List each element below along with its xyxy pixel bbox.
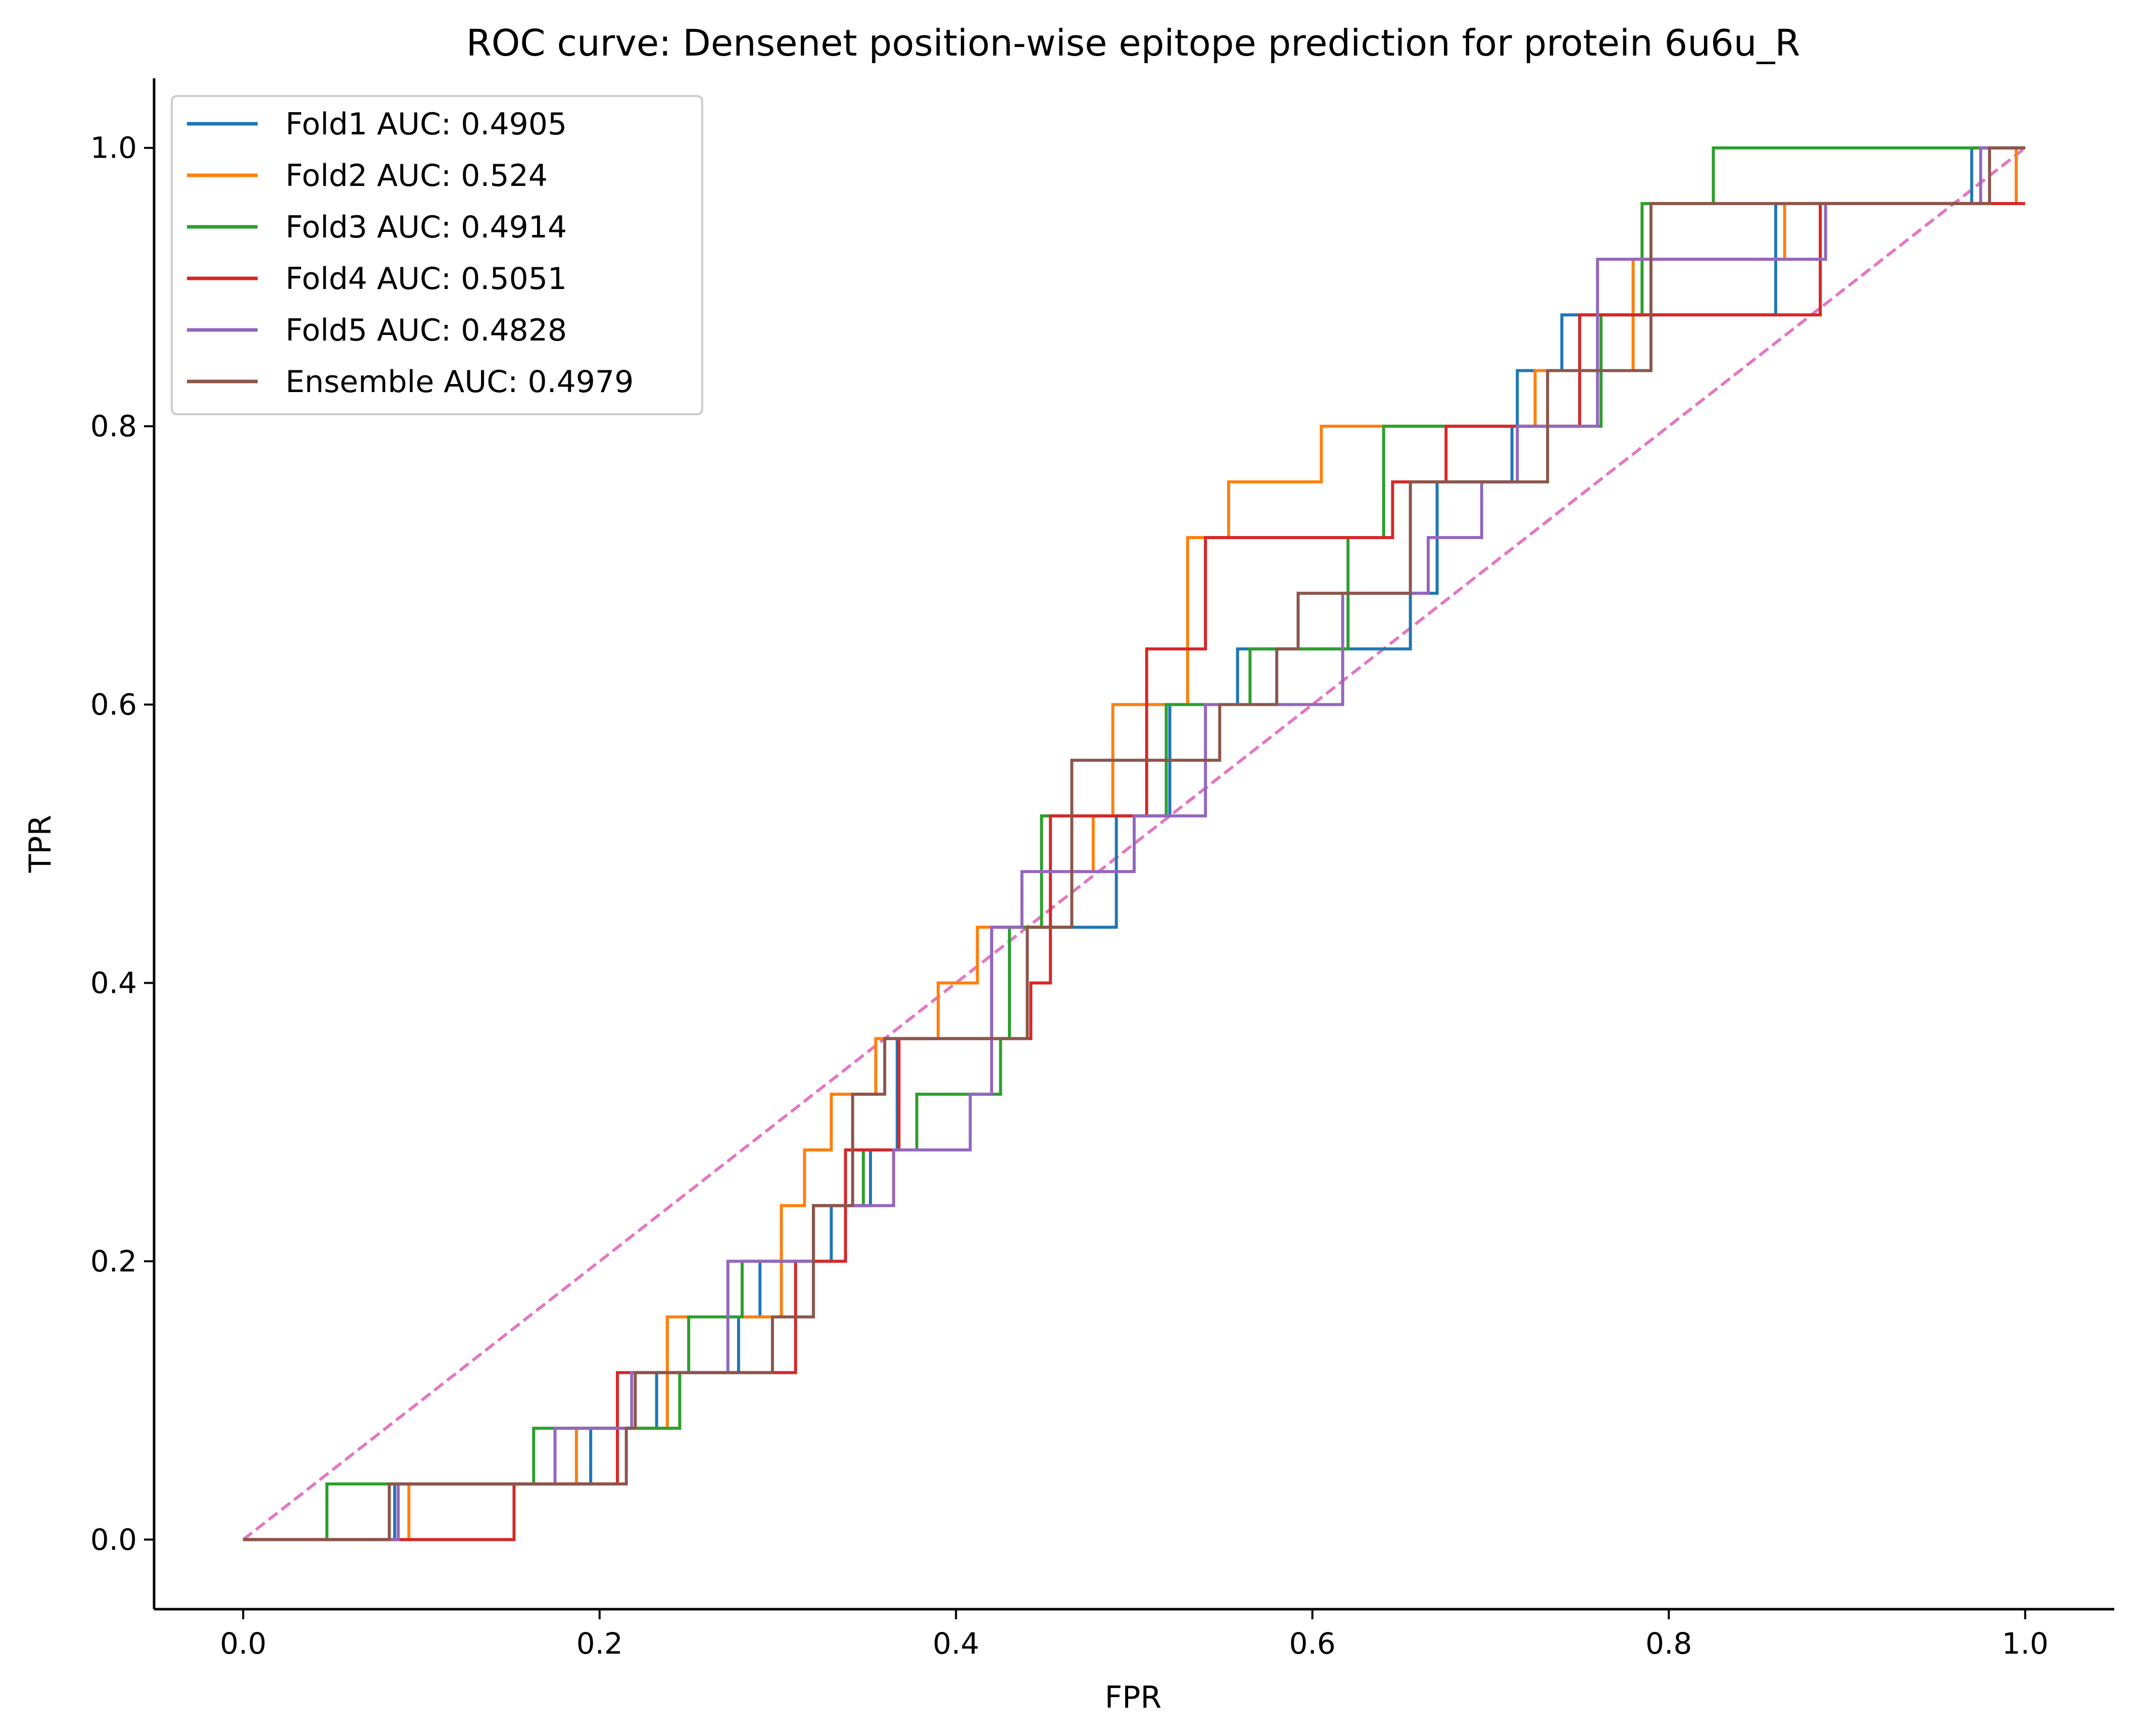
x-tick-label: 0.2 bbox=[576, 1626, 623, 1661]
x-tick-label: 1.0 bbox=[2002, 1626, 2049, 1661]
y-tick-label: 0.4 bbox=[90, 966, 137, 1000]
x-ticks: 0.0 0.2 0.4 0.6 0.8 1.0 bbox=[220, 1609, 2049, 1661]
axes: 0.0 0.2 0.4 0.6 0.8 1.0 0.0 0.2 0.4 0.6 0.8 1.0 bbox=[90, 78, 2114, 1661]
legend-entry-label: Fold4 AUC: 0.5051 bbox=[285, 261, 567, 297]
y-tick-label: 0.0 bbox=[90, 1522, 137, 1557]
x-tick-label: 0.8 bbox=[1645, 1626, 1692, 1661]
legend-items: Fold1 AUC: 0.4905 Fold2 AUC: 0.524 Fold3 A… bbox=[187, 107, 634, 400]
legend-entry-label: Fold3 AUC: 0.4914 bbox=[285, 210, 567, 245]
y-tick-label: 0.6 bbox=[90, 688, 137, 722]
y-ticks: 0.0 0.2 0.4 0.6 0.8 1.0 bbox=[90, 131, 154, 1557]
legend: Fold1 AUC: 0.4905 Fold2 AUC: 0.524 Fold3 A… bbox=[171, 95, 703, 415]
x-tick-label: 0.4 bbox=[933, 1626, 979, 1661]
legend-entry-label: Fold2 AUC: 0.524 bbox=[285, 158, 548, 194]
legend-entry-label: Fold5 AUC: 0.4828 bbox=[285, 313, 567, 348]
y-tick-label: 0.2 bbox=[90, 1244, 137, 1278]
y-axis-label: TPR bbox=[23, 815, 58, 874]
x-axis-label: FPR bbox=[1105, 1680, 1161, 1715]
x-tick-label: 0.0 bbox=[220, 1626, 266, 1661]
legend-entry-label: Fold1 AUC: 0.4905 bbox=[285, 107, 567, 142]
legend-entry-label: Ensemble AUC: 0.4979 bbox=[285, 364, 634, 400]
series-group bbox=[242, 146, 2026, 1541]
chart-title: ROC curve: Densenet position-wise epitop… bbox=[466, 22, 1801, 64]
y-tick-label: 0.8 bbox=[90, 409, 137, 444]
plot-area bbox=[242, 146, 2026, 1541]
y-tick-label: 1.0 bbox=[90, 131, 137, 165]
chance-diagonal-line bbox=[242, 147, 2026, 1541]
x-tick-label: 0.6 bbox=[1289, 1626, 1336, 1661]
legend-frame bbox=[171, 95, 703, 415]
series-line-6 bbox=[243, 146, 2025, 1541]
